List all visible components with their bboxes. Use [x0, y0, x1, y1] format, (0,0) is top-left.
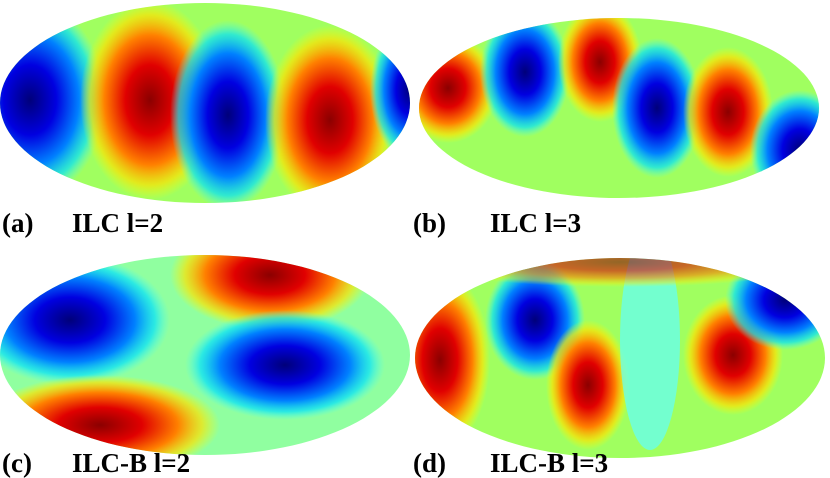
map-d [415, 258, 825, 458]
panel-caption: ILC l=2 [72, 208, 163, 238]
map-c [0, 255, 410, 455]
panel-tag: (a) [2, 208, 33, 238]
map-b [419, 18, 819, 198]
panel-tag: (b) [413, 208, 446, 238]
panel-caption: ILC-B l=2 [72, 448, 190, 478]
panel-tag: (d) [413, 448, 446, 478]
map-a [0, 3, 410, 203]
panel-caption: ILC-B l=3 [490, 448, 608, 478]
panel-tag: (c) [2, 448, 32, 478]
panel-caption: ILC l=3 [490, 208, 581, 238]
